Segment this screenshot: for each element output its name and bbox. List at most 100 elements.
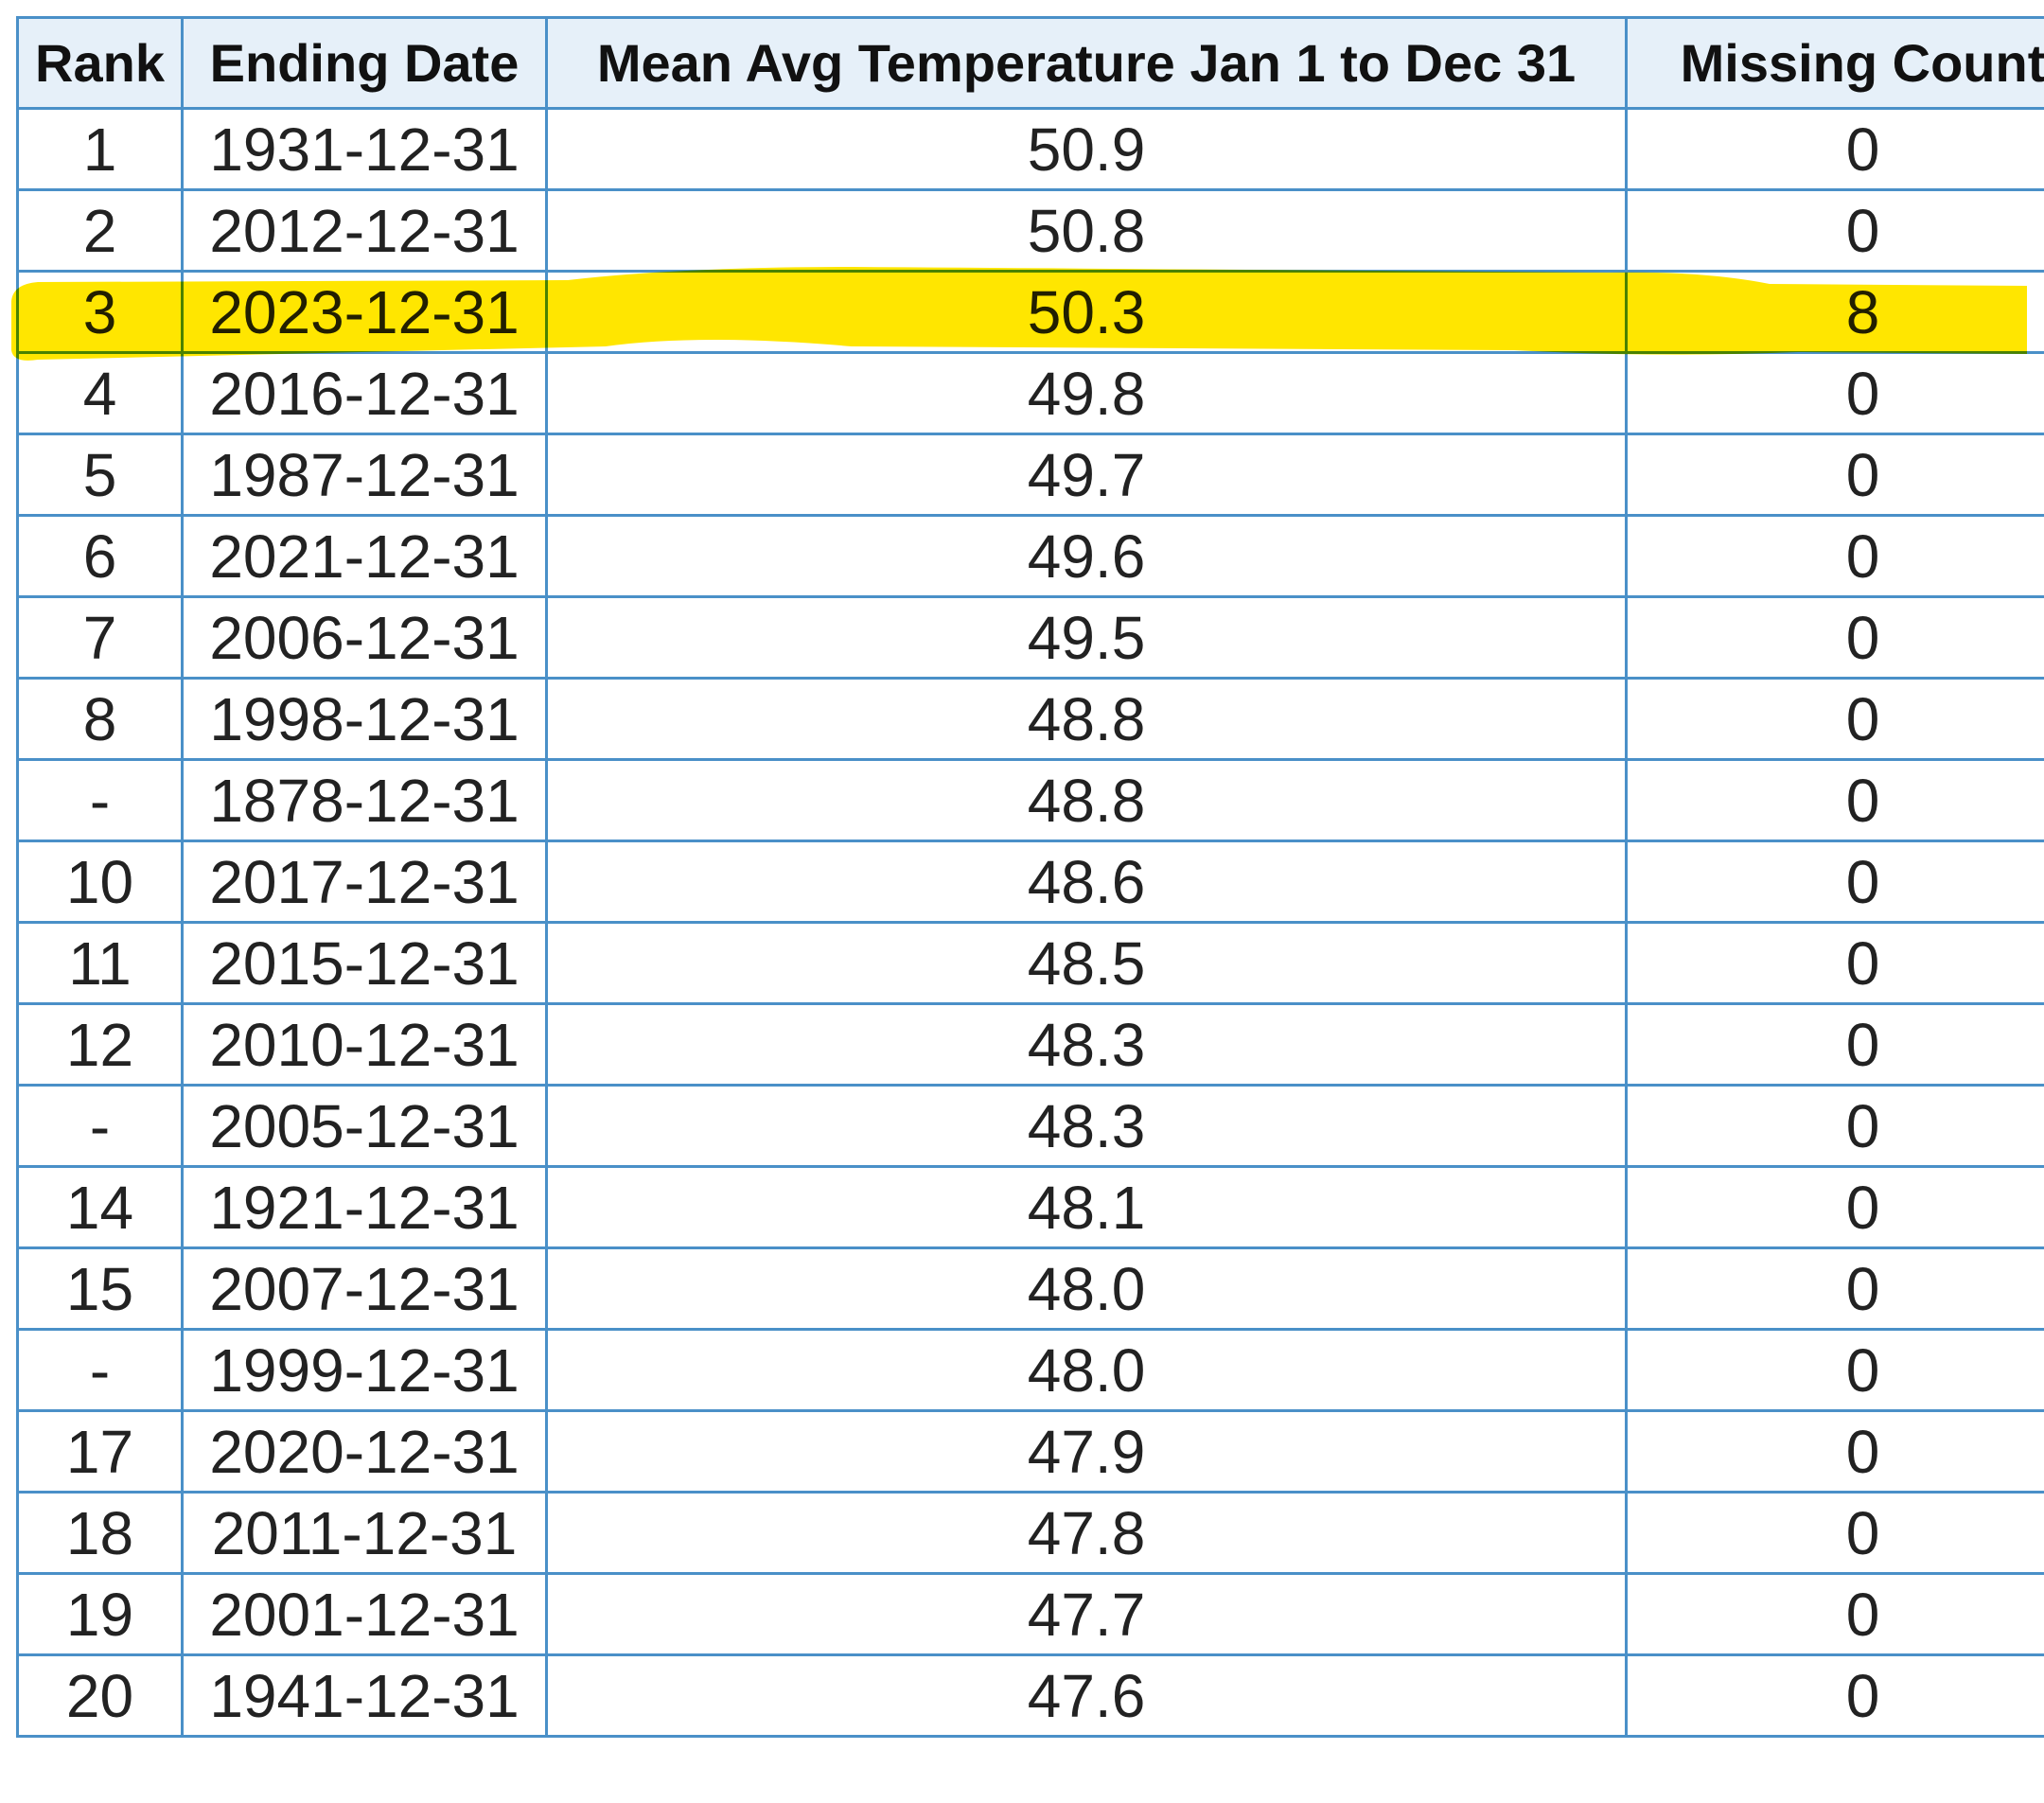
table-cell: 48.3	[545, 1084, 1628, 1168]
table-cell: 47.6	[545, 1653, 1628, 1738]
table-cell: 0	[1625, 1084, 2044, 1168]
table-cell: 2016-12-31	[181, 351, 548, 435]
table-cell: 0	[1625, 1165, 2044, 1249]
table-cell: 48.1	[545, 1165, 1628, 1249]
table-cell: 1987-12-31	[181, 433, 548, 517]
table-cell: 49.6	[545, 514, 1628, 598]
table-cell: 0	[1625, 840, 2044, 924]
table-cell: 48.3	[545, 1002, 1628, 1087]
table-cell: 18	[16, 1491, 184, 1575]
ranking-table: Rank Ending Date Mean Avg Temperature Jan …	[16, 16, 2044, 1738]
table-cell: 7	[16, 595, 184, 680]
table-row: 15 2007-12-31 48.0 0	[16, 1246, 2044, 1331]
table-row: 18 2011-12-31 47.8 0	[16, 1491, 2044, 1575]
table-cell: 1	[16, 107, 184, 191]
table-cell: 2007-12-31	[181, 1246, 548, 1331]
table-row: 1 1931-12-31 50.9 0	[16, 107, 2044, 191]
table-cell: 48.6	[545, 840, 1628, 924]
table-cell: 3	[16, 270, 184, 354]
table-cell: 49.5	[545, 595, 1628, 680]
table-cell: 2005-12-31	[181, 1084, 548, 1168]
table-cell: 2011-12-31	[181, 1491, 548, 1575]
table-cell: 11	[16, 921, 184, 1005]
table-row: 14 1921-12-31 48.1 0	[16, 1165, 2044, 1249]
table-cell: 48.0	[545, 1246, 1628, 1331]
table-row: 11 2015-12-31 48.5 0	[16, 921, 2044, 1005]
table-cell: 5	[16, 433, 184, 517]
table-cell: 50.9	[545, 107, 1628, 191]
table-cell: 0	[1625, 514, 2044, 598]
table-cell: 0	[1625, 1328, 2044, 1412]
table-cell: 1998-12-31	[181, 677, 548, 761]
table-cell: 2017-12-31	[181, 840, 548, 924]
table-cell: 48.5	[545, 921, 1628, 1005]
column-header[interactable]: Mean Avg Temperature Jan 1 to Dec 31	[545, 16, 1628, 110]
table-cell: 2021-12-31	[181, 514, 548, 598]
table-cell: 1999-12-31	[181, 1328, 548, 1412]
table-cell: 49.7	[545, 433, 1628, 517]
table-row: 20 1941-12-31 47.6 0	[16, 1653, 2044, 1738]
table-cell: 48.8	[545, 758, 1628, 842]
table-cell: 17	[16, 1409, 184, 1494]
table-row: 3 2023-12-31 50.3 8	[16, 270, 2044, 354]
table-cell: 20	[16, 1653, 184, 1738]
table-cell: 0	[1625, 1572, 2044, 1656]
table-row: -1878-12-31 48.8 0	[16, 758, 2044, 842]
table-cell: 2	[16, 188, 184, 273]
table-cell: 1878-12-31	[181, 758, 548, 842]
table-row: 17 2020-12-31 47.9 0	[16, 1409, 2044, 1494]
table-cell: 0	[1625, 433, 2044, 517]
table-row: -2005-12-31 48.3 0	[16, 1084, 2044, 1168]
table-cell: -	[16, 758, 184, 842]
table-cell: 0	[1625, 1653, 2044, 1738]
table-cell: 1931-12-31	[181, 107, 548, 191]
table-cell: 1941-12-31	[181, 1653, 548, 1738]
table-cell: 48.0	[545, 1328, 1628, 1412]
table-cell: 19	[16, 1572, 184, 1656]
table-cell: 2010-12-31	[181, 1002, 548, 1087]
table-row: 4 2016-12-31 49.8 0	[16, 351, 2044, 435]
table-row: 8 1998-12-31 48.8 0	[16, 677, 2044, 761]
table-cell: 47.9	[545, 1409, 1628, 1494]
table-cell: 0	[1625, 107, 2044, 191]
table-cell: 6	[16, 514, 184, 598]
table-cell: 8	[1625, 270, 2044, 354]
table-cell: 0	[1625, 595, 2044, 680]
table-row: 5 1987-12-31 49.7 0	[16, 433, 2044, 517]
table-cell: 0	[1625, 1409, 2044, 1494]
table-cell: 50.3	[545, 270, 1628, 354]
table-row: 19 2001-12-31 47.7 0	[16, 1572, 2044, 1656]
table-cell: 0	[1625, 188, 2044, 273]
table-cell: 47.7	[545, 1572, 1628, 1656]
table-cell: 0	[1625, 1491, 2044, 1575]
table-row: 12 2010-12-31 48.3 0	[16, 1002, 2044, 1087]
table-row: 2 2012-12-31 50.8 0	[16, 188, 2044, 273]
table-cell: 50.8	[545, 188, 1628, 273]
table-cell: 4	[16, 351, 184, 435]
column-header[interactable]: Missing Count	[1625, 16, 2044, 110]
table-cell: 0	[1625, 351, 2044, 435]
table-cell: -	[16, 1328, 184, 1412]
column-header[interactable]: Ending Date	[181, 16, 548, 110]
table-cell: -	[16, 1084, 184, 1168]
table-cell: 0	[1625, 1246, 2044, 1331]
table-row: 10 2017-12-31 48.6 0	[16, 840, 2044, 924]
table-row: 7 2006-12-31 49.5 0	[16, 595, 2044, 680]
column-header[interactable]: Rank	[16, 16, 184, 110]
table-cell: 2015-12-31	[181, 921, 548, 1005]
table-cell: 12	[16, 1002, 184, 1087]
table-cell: 2001-12-31	[181, 1572, 548, 1656]
table-cell: 49.8	[545, 351, 1628, 435]
table-cell: 15	[16, 1246, 184, 1331]
table-cell: 2012-12-31	[181, 188, 548, 273]
table-cell: 8	[16, 677, 184, 761]
table-row: -1999-12-31 48.0 0	[16, 1328, 2044, 1412]
table-cell: 0	[1625, 921, 2044, 1005]
table-cell: 14	[16, 1165, 184, 1249]
table-cell: 47.8	[545, 1491, 1628, 1575]
header-row: Rank Ending Date Mean Avg Temperature Jan …	[16, 16, 2044, 110]
table-cell: 10	[16, 840, 184, 924]
table-cell: 2006-12-31	[181, 595, 548, 680]
table-cell: 2023-12-31	[181, 270, 548, 354]
